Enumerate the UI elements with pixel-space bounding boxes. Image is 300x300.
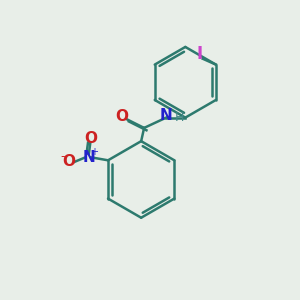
- Text: N: N: [160, 108, 172, 123]
- Text: O: O: [62, 154, 75, 169]
- Text: -: -: [61, 150, 65, 163]
- Text: N: N: [82, 150, 95, 165]
- Text: O: O: [115, 109, 128, 124]
- Text: +: +: [90, 147, 98, 157]
- Text: O: O: [84, 131, 97, 146]
- Text: H: H: [175, 111, 184, 124]
- Text: I: I: [197, 45, 203, 63]
